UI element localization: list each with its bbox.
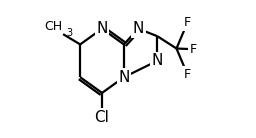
- Text: N: N: [152, 53, 163, 68]
- Text: F: F: [184, 16, 191, 29]
- Text: F: F: [184, 68, 191, 81]
- Text: N: N: [96, 21, 108, 36]
- Text: 3: 3: [67, 28, 73, 38]
- Text: Cl: Cl: [95, 110, 110, 125]
- Text: F: F: [189, 43, 196, 56]
- Text: N: N: [118, 70, 130, 85]
- Text: CH: CH: [44, 20, 62, 34]
- Text: N: N: [133, 21, 144, 36]
